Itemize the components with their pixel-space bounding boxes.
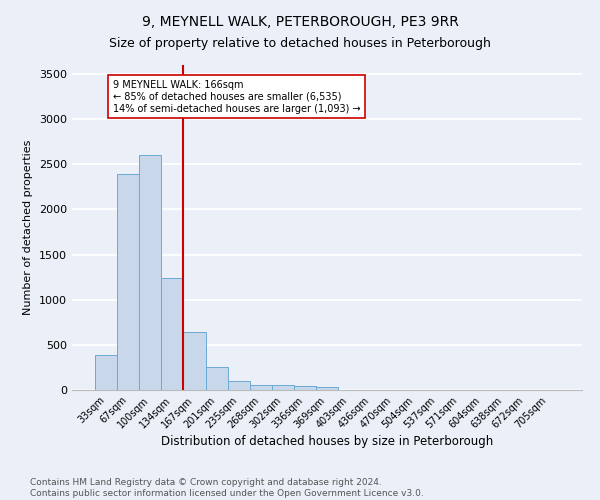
Text: Contains HM Land Registry data © Crown copyright and database right 2024.
Contai: Contains HM Land Registry data © Crown c… <box>30 478 424 498</box>
Bar <box>227 381 250 390</box>
Bar <box>95 355 117 390</box>
Bar <box>272 385 294 390</box>
Bar <box>294 386 316 390</box>
Bar <box>316 387 338 390</box>
Bar <box>250 384 272 390</box>
X-axis label: Distribution of detached houses by size in Peterborough: Distribution of detached houses by size … <box>161 436 493 448</box>
Y-axis label: Number of detached properties: Number of detached properties <box>23 140 34 315</box>
Bar <box>161 278 184 390</box>
Text: 9 MEYNELL WALK: 166sqm
← 85% of detached houses are smaller (6,535)
14% of semi-: 9 MEYNELL WALK: 166sqm ← 85% of detached… <box>113 80 361 114</box>
Bar <box>184 332 206 390</box>
Bar <box>206 368 227 390</box>
Text: Size of property relative to detached houses in Peterborough: Size of property relative to detached ho… <box>109 38 491 51</box>
Text: 9, MEYNELL WALK, PETERBOROUGH, PE3 9RR: 9, MEYNELL WALK, PETERBOROUGH, PE3 9RR <box>142 15 458 29</box>
Bar <box>117 174 139 390</box>
Bar <box>139 156 161 390</box>
